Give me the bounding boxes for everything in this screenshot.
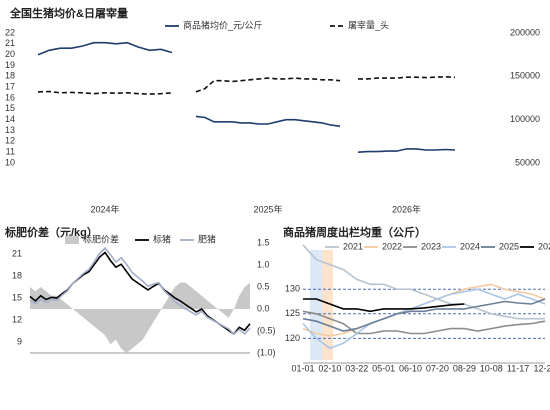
x-group-label: 2026年 — [392, 203, 421, 214]
y-tick-label: 150000 — [510, 71, 540, 81]
legend-label: 标猪 — [153, 233, 171, 244]
y-tick-label: 18 — [12, 270, 22, 280]
line — [37, 90, 173, 95]
chart-title: 商品猪周度出栏均重（公斤） — [283, 225, 426, 239]
y-tick-label: 10 — [5, 157, 15, 167]
y-tick-label: 0.5 — [257, 281, 270, 291]
y-tick-label: 21 — [12, 248, 22, 258]
x-tick-label: 11-17 — [507, 363, 529, 373]
y-tick-label: 0.0 — [257, 303, 270, 313]
y-tick-label: 1.0 — [257, 259, 270, 269]
x-tick-label: 01-01 — [291, 363, 314, 373]
x-tick-label: 10-08 — [480, 363, 503, 373]
y-tick-label: 1.5 — [257, 237, 270, 247]
line — [37, 41, 173, 56]
x-tick-label: 02-10 — [318, 363, 341, 373]
y-tick-label: 125 — [285, 308, 300, 318]
chart-title: 标肥价差（元/kg） — [4, 225, 98, 239]
line — [358, 75, 456, 80]
x-group-label: 2024年 — [90, 203, 119, 214]
y-tick-label: 16 — [5, 92, 15, 102]
y-tick-label: 130 — [285, 284, 300, 294]
line — [357, 148, 456, 153]
holiday-band — [310, 250, 322, 360]
y-tick-label: 11 — [6, 147, 15, 157]
x-tick-label: 03-22 — [345, 363, 368, 373]
legend-label: 2021 — [343, 241, 363, 251]
line — [302, 244, 545, 320]
y-tick-label: (1.0) — [257, 347, 276, 357]
y-tick-label: 22 — [5, 27, 15, 37]
y-tick-label: 19 — [5, 60, 15, 70]
line — [302, 298, 546, 332]
y-tick-label: 120 — [285, 333, 300, 343]
y-tick-label: 20 — [5, 49, 15, 59]
y-tick-label: 21 — [5, 38, 15, 48]
legend-label: 标肥价差 — [83, 233, 119, 244]
y-tick-label: 15 — [5, 103, 15, 113]
line — [303, 298, 465, 313]
x-tick-label: 07-20 — [426, 363, 449, 373]
x-tick-label: 06-10 — [399, 363, 422, 373]
legend-label: 2023 — [421, 241, 441, 251]
chart-title: 全国生猪均价&日屠宰量 — [9, 6, 128, 20]
y-tick-label: (0.5) — [257, 325, 276, 335]
legend-label: 2025 — [499, 241, 519, 251]
legend-label: 商品猪均价_元/公斤 — [183, 19, 263, 30]
x-tick-label: 12-27 — [533, 363, 550, 373]
y-tick-label: 14 — [5, 114, 15, 124]
holiday-band — [322, 250, 333, 360]
y-tick-label: 17 — [5, 82, 15, 92]
legend-label: 2022 — [382, 241, 402, 251]
x-tick-label: 08-29 — [453, 363, 476, 373]
x-tick-label: 05-01 — [372, 363, 395, 373]
line — [302, 283, 546, 337]
line — [302, 288, 546, 350]
legend-label: 2024 — [460, 241, 480, 251]
y-tick-label: 9 — [17, 336, 22, 346]
y-tick-label: 50000 — [515, 157, 540, 167]
y-tick-label: 12 — [12, 314, 22, 324]
x-group-label: 2025年 — [253, 203, 282, 214]
legend-label: 肥猪 — [198, 233, 216, 244]
legend-swatch — [65, 236, 79, 244]
line — [29, 246, 251, 335]
y-tick-label: 13 — [5, 125, 15, 135]
legend-label: 2026 — [538, 241, 550, 251]
y-tick-label: 18 — [5, 71, 15, 81]
y-tick-label: 15 — [12, 292, 22, 302]
y-tick-label: 12 — [5, 136, 15, 146]
y-tick-label: 100000 — [510, 114, 540, 124]
area — [30, 282, 250, 353]
line — [302, 310, 546, 335]
legend-label: 屠宰量_头 — [348, 19, 389, 30]
y-tick-label: 200000 — [510, 27, 540, 37]
line — [195, 77, 341, 93]
line — [195, 115, 341, 127]
